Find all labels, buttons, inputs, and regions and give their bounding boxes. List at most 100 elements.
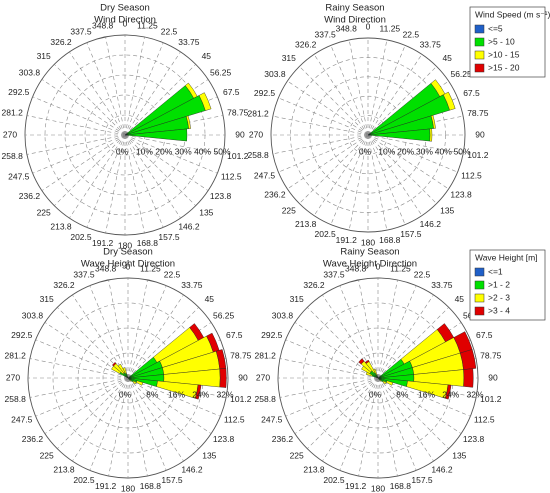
wedge: [112, 362, 117, 367]
radial-line: [339, 377, 379, 471]
direction-label: 45: [205, 294, 215, 304]
radial-line: [54, 64, 126, 136]
radius-tick-label: 0%: [119, 389, 132, 399]
legend-label: >2 - 3: [488, 292, 510, 302]
radial-line: [377, 294, 434, 379]
radial-line: [26, 115, 126, 136]
direction-label: 146.2: [431, 464, 453, 474]
legend-label: >1 - 2: [488, 279, 510, 289]
direction-label: 303.8: [272, 311, 294, 321]
direction-label: 22.5: [403, 29, 420, 39]
direction-label: 45: [202, 51, 212, 61]
radial-line: [127, 377, 184, 462]
direction-label: 0: [366, 21, 371, 31]
direction-label: 236.2: [264, 189, 286, 199]
direction-label: 247.5: [8, 172, 30, 182]
radial-line: [367, 54, 423, 136]
radial-line: [127, 377, 148, 477]
direction-label: 258.8: [5, 394, 27, 404]
radial-line: [339, 285, 379, 379]
radius-tick-label: 32%: [466, 389, 483, 399]
direction-label: 292.5: [254, 88, 276, 98]
radius-tick-label: 16%: [168, 389, 185, 399]
radial-line: [358, 279, 379, 379]
direction-label: 348.8: [95, 263, 117, 273]
direction-label: 337.5: [73, 270, 95, 280]
radial-line: [367, 134, 423, 216]
direction-label: 112.5: [224, 415, 245, 425]
wedge: [429, 128, 433, 142]
radius-tick-label: 20%: [397, 146, 414, 156]
radius-tick-label: 8%: [396, 389, 409, 399]
radial-line: [26, 134, 126, 155]
radial-line: [32, 134, 126, 174]
radial-line: [322, 377, 379, 462]
radial-line: [127, 307, 199, 379]
radial-line: [299, 66, 369, 136]
legend-swatch: [474, 280, 485, 290]
radial-line: [86, 42, 126, 136]
radius-tick-label: 0%: [116, 146, 129, 156]
radial-line: [377, 377, 462, 434]
legend-label: >10 - 15: [488, 49, 520, 59]
chart-title: Rainy Season: [340, 247, 399, 258]
wedge: [358, 358, 365, 365]
direction-label: 281.2: [255, 351, 277, 361]
radial-line: [377, 279, 398, 379]
radial-line: [367, 134, 458, 173]
direction-label: 225: [40, 451, 54, 461]
radial-line: [367, 45, 406, 136]
direction-label: 45: [455, 294, 465, 304]
wedge: [379, 379, 382, 382]
radial-line: [127, 377, 221, 417]
direction-label: 247.5: [254, 171, 276, 181]
direction-label: 281.2: [5, 351, 27, 361]
radial-line: [377, 377, 398, 477]
chart-subtitle: Wind Direction: [94, 15, 156, 26]
direction-label: 326.2: [303, 280, 325, 290]
direction-label: 0: [376, 261, 381, 271]
direction-label: 135: [202, 451, 216, 461]
radius-tick-label: 30%: [416, 146, 433, 156]
direction-label: 258.8: [2, 151, 24, 161]
radius-tick-label: 32%: [216, 389, 233, 399]
direction-label: 236.2: [272, 434, 294, 444]
radial-line: [313, 54, 369, 136]
direction-label: 56.25: [210, 68, 232, 78]
radial-line: [127, 294, 184, 379]
direction-label: 168.8: [140, 481, 162, 491]
radial-line: [287, 80, 369, 136]
radial-line: [377, 307, 449, 379]
radial-line: [294, 377, 379, 434]
direction-label: 101.2: [227, 151, 249, 161]
radial-line: [57, 377, 129, 449]
legend-swatch: [474, 24, 485, 34]
radial-line: [108, 377, 129, 477]
direction-label: 22.5: [164, 270, 181, 280]
radius-tick-label: 24%: [442, 389, 459, 399]
direction-label: 135: [199, 208, 213, 218]
radial-line: [367, 134, 406, 225]
radial-line: [124, 134, 181, 219]
radial-line: [377, 377, 417, 471]
radial-line: [35, 377, 129, 417]
direction-label: 315: [37, 51, 51, 61]
direction-label: 135: [452, 451, 466, 461]
direction-label: 225: [282, 206, 296, 216]
chart-subtitle: Wave Height Direction: [81, 259, 175, 270]
radius-tick-label: 16%: [418, 389, 435, 399]
radial-line: [124, 64, 196, 136]
radial-line: [72, 377, 129, 462]
direction-label: 67.5: [463, 88, 480, 98]
radial-line: [377, 285, 417, 379]
direction-label: 315: [282, 53, 296, 63]
wedge: [129, 379, 132, 382]
wedge: [185, 115, 191, 129]
direction-label: 326.2: [53, 280, 75, 290]
radial-line: [278, 97, 369, 136]
radial-line: [127, 377, 167, 471]
direction-label: 33.75: [431, 280, 453, 290]
radial-line: [54, 134, 126, 206]
direction-label: 112.5: [474, 415, 495, 425]
